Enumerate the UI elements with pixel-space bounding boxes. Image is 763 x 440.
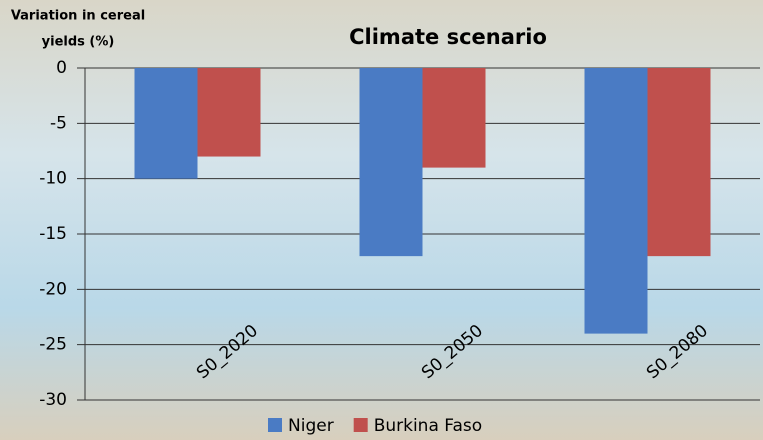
chart-title: Climate scenario [349, 25, 547, 49]
legend-swatch [268, 418, 282, 432]
legend-label: Niger [288, 416, 334, 436]
legend-swatch [353, 418, 368, 432]
bar [647, 68, 711, 257]
bar [134, 68, 198, 179]
y-tick-label: -30 [39, 390, 67, 410]
y-tick-label: -15 [39, 224, 67, 244]
bar [359, 68, 423, 257]
bar [422, 68, 486, 168]
y-tick-label: -10 [39, 169, 67, 189]
y-tick-label: 0 [56, 58, 67, 78]
bar [197, 68, 261, 157]
y-tick-label: -25 [39, 335, 67, 355]
bar [584, 68, 648, 334]
y-axis-label: Variation in cereal [11, 9, 145, 24]
y-tick-label: -20 [39, 279, 67, 299]
legend-label: Burkina Faso [374, 416, 482, 436]
y-axis-label: yields (%) [42, 35, 115, 50]
y-tick-label: -5 [50, 113, 67, 133]
